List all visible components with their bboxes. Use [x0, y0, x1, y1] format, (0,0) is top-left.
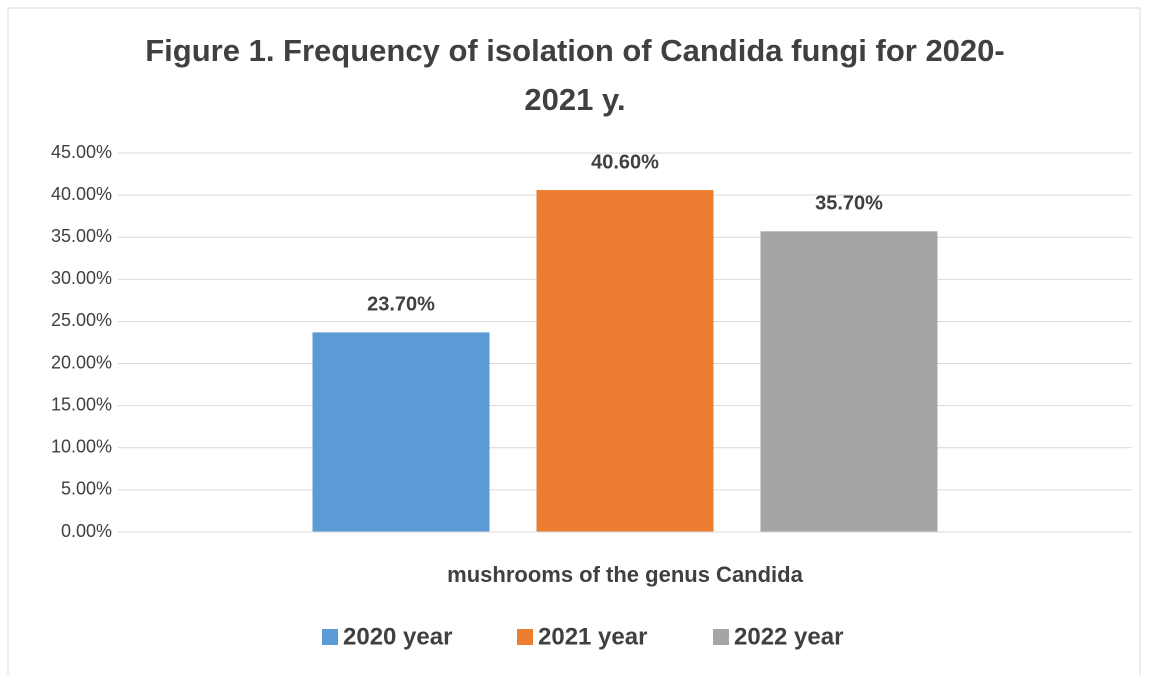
- y-tick-label: 15.00%: [51, 394, 112, 414]
- chart-border: [7, 7, 1141, 675]
- x-axis-label: mushrooms of the genus Candida: [447, 562, 803, 587]
- data-label: 40.60%: [591, 151, 659, 173]
- data-label: 35.70%: [815, 193, 883, 215]
- y-tick-label: 25.00%: [51, 310, 112, 330]
- data-label: 23.70%: [367, 294, 435, 316]
- legend-label: 2020 year: [343, 623, 452, 650]
- y-tick-label: 30.00%: [51, 268, 112, 288]
- legend-label: 2022 year: [734, 623, 843, 650]
- legend-swatch: [713, 629, 729, 645]
- y-tick-label: 10.00%: [51, 437, 112, 457]
- legend-label: 2021 year: [538, 623, 647, 650]
- legend-swatch: [517, 629, 533, 645]
- y-tick-label: 35.00%: [51, 226, 112, 246]
- y-tick-label: 20.00%: [51, 352, 112, 372]
- y-tick-label: 5.00%: [61, 479, 112, 499]
- y-tick-label: 0.00%: [61, 521, 112, 541]
- bar: [760, 231, 938, 532]
- chart-title: Figure 1. Frequency of isolation of Cand…: [145, 33, 1005, 117]
- y-tick-label: 40.00%: [51, 184, 112, 204]
- legend-swatch: [322, 629, 338, 645]
- bar: [312, 332, 490, 532]
- y-tick-label: 45.00%: [51, 142, 112, 162]
- bar: [536, 190, 714, 532]
